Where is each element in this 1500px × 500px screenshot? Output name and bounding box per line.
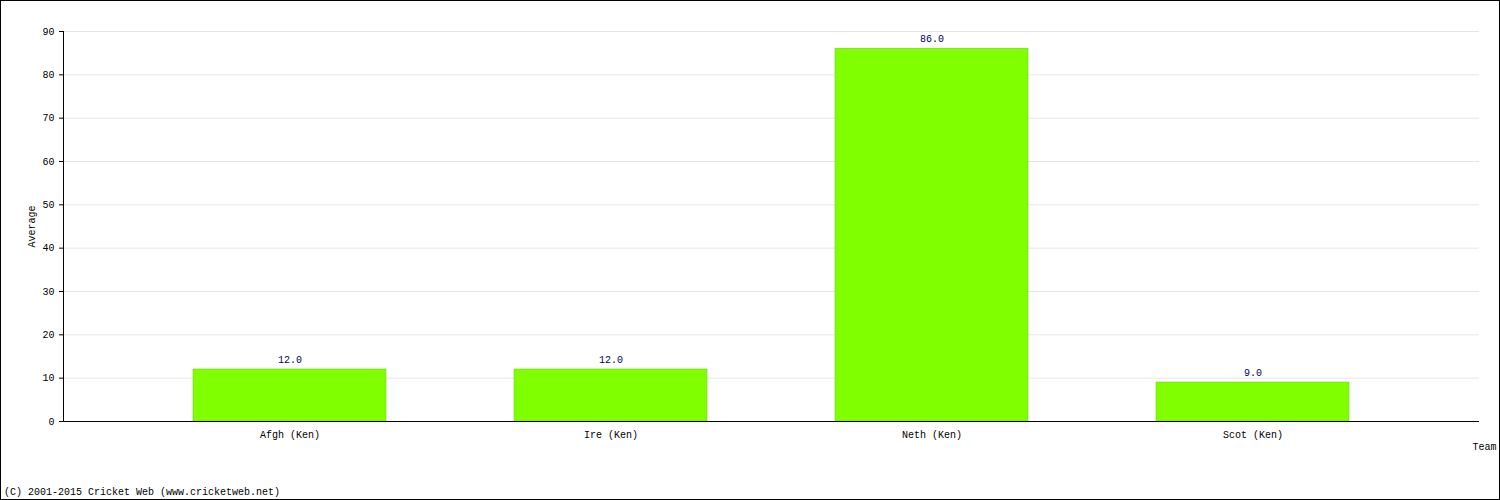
svg-text:Ire (Ken): Ire (Ken) [584,430,638,441]
svg-text:Average: Average [27,205,38,247]
svg-text:12.0: 12.0 [599,355,623,366]
svg-text:12.0: 12.0 [278,355,302,366]
svg-text:20: 20 [42,330,54,341]
svg-text:Team: Team [1472,442,1496,453]
svg-text:0: 0 [48,417,54,428]
svg-text:Afgh (Ken): Afgh (Ken) [260,430,320,441]
html-text:(C) 2001-2015 Cricket Web (www: (C) 2001-2015 Cricket Web (www.cricketwe… [4,487,280,498]
svg-text:80: 80 [42,70,54,81]
svg-text:90: 90 [42,27,54,38]
svg-text:50: 50 [42,200,54,211]
svg-text:9.0: 9.0 [1244,368,1262,379]
svg-text:86.0: 86.0 [920,34,944,45]
svg-text:Neth (Ken): Neth (Ken) [902,430,962,441]
svg-text:30: 30 [42,287,54,298]
svg-text:Scot (Ken): Scot (Ken) [1223,430,1283,441]
svg-text:60: 60 [42,157,54,168]
svg-text:10: 10 [42,373,54,384]
svg-text:70: 70 [42,113,54,124]
svg-text:40: 40 [42,243,54,254]
